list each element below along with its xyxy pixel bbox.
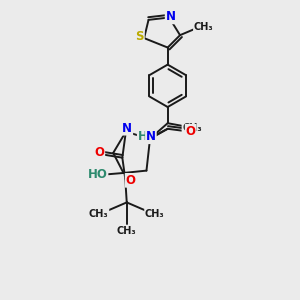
Text: S: S bbox=[135, 30, 144, 43]
Text: N: N bbox=[166, 11, 176, 23]
Text: CH₃: CH₃ bbox=[89, 209, 109, 219]
Text: CH₃: CH₃ bbox=[145, 209, 164, 219]
Text: N: N bbox=[146, 130, 156, 143]
Text: HO: HO bbox=[88, 168, 107, 181]
Text: H: H bbox=[138, 130, 148, 143]
Text: O: O bbox=[186, 125, 196, 138]
Text: CH₃: CH₃ bbox=[182, 123, 202, 133]
Text: CH₃: CH₃ bbox=[194, 22, 213, 32]
Text: O: O bbox=[94, 146, 104, 159]
Text: CH₃: CH₃ bbox=[117, 226, 136, 236]
Text: O: O bbox=[126, 174, 136, 187]
Text: N: N bbox=[122, 122, 132, 135]
